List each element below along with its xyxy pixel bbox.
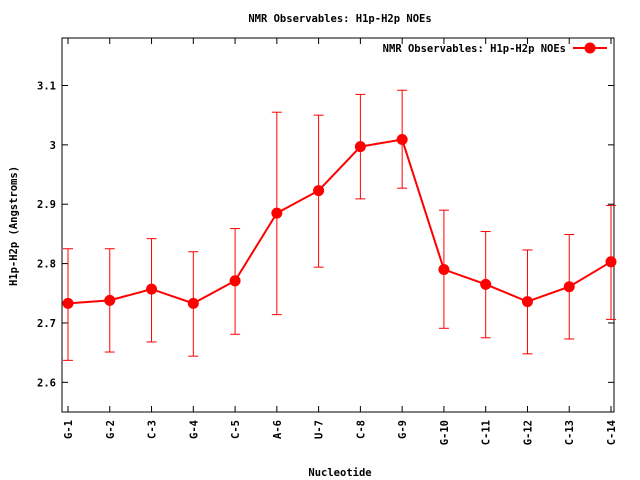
- x-tick-label: C-14: [606, 420, 618, 445]
- y-axis-ticks: 2.6 2.7 2.8 2.9 3 3.1: [37, 80, 614, 389]
- data-point: [104, 294, 116, 306]
- y-tick-label: 2.9: [37, 199, 56, 211]
- data-point: [313, 185, 325, 197]
- y-tick-label: 2.6: [37, 377, 56, 389]
- x-axis-ticks: G-1 G-2 C-3 G-4 C-5 A-6 U-7 C-8 G-9 G-10 C-11 G-12 C…: [63, 38, 618, 445]
- data-point: [438, 264, 450, 276]
- y-tick-label: 3.1: [37, 80, 56, 92]
- x-tick-label: G-12: [522, 420, 534, 445]
- data-point: [229, 275, 241, 287]
- y-axis-label: H1p-H2p (Angstroms): [8, 166, 20, 286]
- series-line: [67, 138, 612, 305]
- x-tick-label: G-1: [63, 420, 75, 439]
- x-axis-label: Nucleotide: [308, 467, 371, 479]
- x-tick-label: U-7: [314, 420, 326, 439]
- x-tick-label: G-9: [397, 420, 409, 439]
- x-tick-label: C-5: [230, 420, 242, 439]
- legend-marker: [584, 42, 596, 54]
- data-point: [521, 296, 533, 308]
- chart-title: NMR Observables: H1p-H2p NOEs: [248, 13, 431, 25]
- data-point: [563, 281, 575, 293]
- legend-label: NMR Observables: H1p-H2p NOEs: [383, 43, 566, 55]
- y-tick-label: 3: [50, 140, 56, 152]
- legend: NMR Observables: H1p-H2p NOEs: [383, 42, 607, 55]
- data-point: [62, 297, 74, 309]
- x-tick-label: C-3: [147, 420, 159, 439]
- data-point: [187, 297, 199, 309]
- y-tick-label: 2.8: [37, 259, 56, 271]
- data-point: [271, 207, 283, 219]
- data-point: [354, 141, 366, 153]
- plot-frame: [61, 37, 615, 413]
- x-tick-label: G-4: [188, 420, 200, 439]
- x-tick-label: C-13: [564, 420, 576, 445]
- data-point: [146, 283, 158, 295]
- x-tick-label: C-8: [355, 420, 367, 439]
- series-group: [62, 89, 617, 361]
- data-point: [605, 256, 617, 268]
- x-tick-label: G-10: [439, 420, 451, 445]
- x-tick-label: A-6: [272, 420, 284, 439]
- y-tick-label: 2.7: [37, 318, 56, 330]
- data-point: [480, 278, 492, 290]
- data-point: [396, 134, 408, 146]
- x-tick-label: G-2: [105, 420, 117, 439]
- x-tick-label: C-11: [481, 420, 493, 445]
